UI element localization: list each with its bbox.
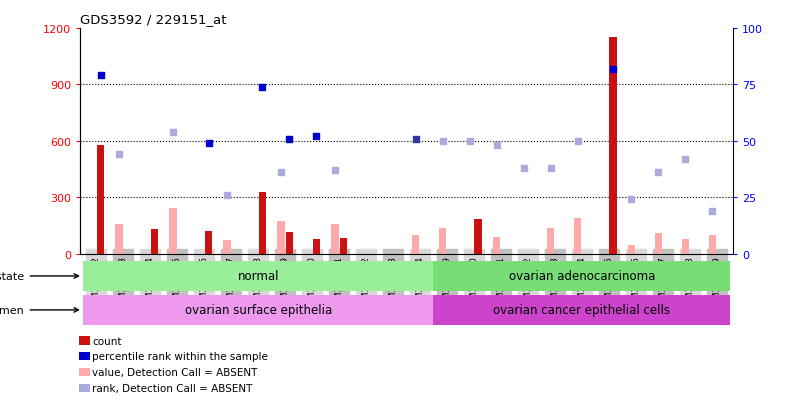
Point [652, 170, 665, 176]
Point [625, 197, 638, 203]
Bar [433, 295, 731, 325]
Text: normal: normal [237, 270, 279, 283]
Bar [223, 240, 231, 254]
Point [490, 142, 503, 149]
Point [544, 165, 557, 172]
Text: percentile rank within the sample: percentile rank within the sample [92, 351, 268, 361]
Bar [493, 237, 501, 254]
Bar [169, 209, 177, 254]
Point [256, 84, 269, 91]
Point [328, 167, 341, 174]
Bar [277, 221, 284, 254]
Text: ovarian adenocarcinoma: ovarian adenocarcinoma [509, 270, 655, 283]
Point [95, 73, 107, 79]
Bar [83, 295, 433, 325]
Text: GDS3592 / 229151_at: GDS3592 / 229151_at [80, 13, 227, 26]
Bar [433, 261, 731, 291]
Text: count: count [92, 336, 122, 346]
Text: specimen: specimen [0, 305, 78, 315]
Text: value, Detection Call = ABSENT: value, Detection Call = ABSENT [92, 367, 257, 377]
Point [112, 152, 125, 158]
Point [517, 165, 530, 172]
Point [283, 136, 296, 142]
Text: rank, Detection Call = ABSENT: rank, Detection Call = ABSENT [92, 383, 252, 393]
Bar [97, 146, 104, 254]
Point [220, 192, 233, 199]
Bar [115, 225, 123, 254]
Bar [412, 235, 420, 254]
Text: disease state: disease state [0, 271, 78, 281]
Bar [654, 233, 662, 254]
Point [409, 136, 422, 142]
Bar [340, 238, 347, 254]
Point [275, 170, 288, 176]
Bar [151, 230, 159, 254]
Bar [628, 246, 635, 254]
Point [571, 138, 584, 145]
Bar [610, 38, 617, 254]
Point [167, 129, 179, 136]
Point [606, 66, 619, 73]
Bar [439, 229, 446, 254]
Text: ovarian cancer epithelial cells: ovarian cancer epithelial cells [493, 304, 670, 317]
Point [437, 138, 449, 145]
Bar [205, 231, 212, 254]
Bar [286, 233, 293, 254]
Point [463, 138, 476, 145]
Bar [474, 219, 482, 254]
Bar [709, 235, 716, 254]
Point [202, 140, 215, 147]
Bar [547, 229, 554, 254]
Bar [312, 239, 320, 254]
Bar [259, 192, 266, 254]
Bar [682, 239, 689, 254]
Bar [574, 218, 582, 254]
Point [679, 156, 692, 163]
Point [310, 134, 323, 140]
Bar [83, 261, 433, 291]
Point [706, 208, 718, 214]
Text: ovarian surface epithelia: ovarian surface epithelia [184, 304, 332, 317]
Bar [331, 225, 339, 254]
